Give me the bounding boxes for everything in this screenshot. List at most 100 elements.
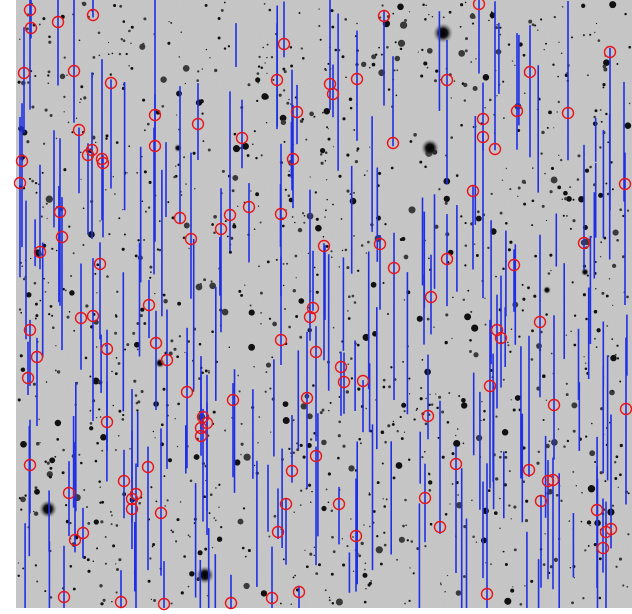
- star: [350, 357, 353, 360]
- star: [31, 105, 34, 108]
- star: [502, 81, 504, 83]
- star: [622, 584, 624, 586]
- star: [384, 223, 386, 225]
- star: [168, 21, 169, 22]
- star: [18, 398, 21, 401]
- star: [124, 349, 126, 351]
- star: [358, 438, 361, 441]
- star: [129, 448, 131, 450]
- star: [137, 348, 139, 350]
- star: [400, 21, 407, 28]
- star: [34, 511, 38, 515]
- star: [619, 381, 621, 383]
- star: [122, 248, 125, 251]
- star: [189, 536, 191, 538]
- star: [181, 591, 184, 594]
- star: [404, 299, 406, 301]
- star: [527, 286, 530, 289]
- star: [221, 9, 224, 12]
- star: [542, 205, 545, 208]
- star: [594, 310, 598, 314]
- star: [286, 263, 288, 265]
- star: [428, 480, 432, 484]
- star: [353, 129, 355, 131]
- star: [115, 372, 118, 375]
- star: [272, 79, 274, 81]
- star: [500, 212, 503, 215]
- star: [80, 85, 83, 88]
- star: [464, 99, 466, 101]
- star: [404, 255, 409, 260]
- star: [424, 451, 426, 453]
- star: [325, 160, 327, 162]
- star: [588, 485, 595, 492]
- star: [154, 293, 155, 294]
- star: [348, 317, 351, 320]
- star: [422, 359, 424, 361]
- star: [596, 23, 597, 24]
- star: [274, 515, 277, 518]
- star: [507, 344, 509, 346]
- star: [175, 418, 176, 419]
- star: [33, 511, 34, 512]
- star: [563, 445, 566, 448]
- star: [373, 510, 376, 513]
- star: [460, 3, 463, 6]
- star: [234, 133, 237, 136]
- star: [208, 149, 211, 152]
- star: [108, 53, 110, 55]
- star: [52, 326, 55, 329]
- star: [68, 225, 70, 227]
- star: [499, 456, 502, 459]
- star: [549, 440, 551, 442]
- star: [26, 140, 29, 143]
- star: [213, 517, 215, 519]
- star: [318, 25, 320, 27]
- star: [387, 424, 390, 427]
- star: [111, 371, 113, 373]
- star: [283, 141, 285, 143]
- star: [268, 536, 270, 538]
- star: [508, 248, 511, 251]
- star: [350, 107, 353, 110]
- star: [324, 216, 325, 217]
- star: [524, 92, 526, 94]
- star: [494, 511, 498, 515]
- star: [598, 39, 601, 42]
- star: [328, 138, 331, 141]
- star: [445, 513, 448, 516]
- star: [600, 241, 602, 243]
- star: [495, 477, 498, 480]
- star: [112, 53, 114, 55]
- star: [111, 514, 113, 516]
- star: [218, 17, 221, 20]
- star: [184, 223, 190, 229]
- star: [17, 575, 19, 577]
- star: [137, 400, 140, 403]
- star: [267, 261, 270, 264]
- star: [225, 220, 227, 222]
- star: [116, 291, 118, 293]
- star: [496, 95, 497, 96]
- star: [588, 545, 590, 547]
- star: [583, 293, 586, 296]
- star: [202, 68, 204, 70]
- star: [383, 505, 386, 508]
- star: [279, 94, 282, 97]
- star: [457, 428, 459, 430]
- star: [387, 313, 389, 315]
- star: [57, 370, 60, 373]
- star: [19, 39, 21, 41]
- star: [495, 415, 497, 417]
- star: [46, 203, 48, 205]
- star: [460, 26, 462, 28]
- star: [338, 434, 341, 437]
- star: [232, 189, 235, 192]
- star: [255, 77, 260, 82]
- star: [511, 518, 512, 519]
- star: [505, 451, 507, 453]
- star: [284, 308, 286, 310]
- star: [262, 47, 263, 48]
- star: [321, 162, 324, 165]
